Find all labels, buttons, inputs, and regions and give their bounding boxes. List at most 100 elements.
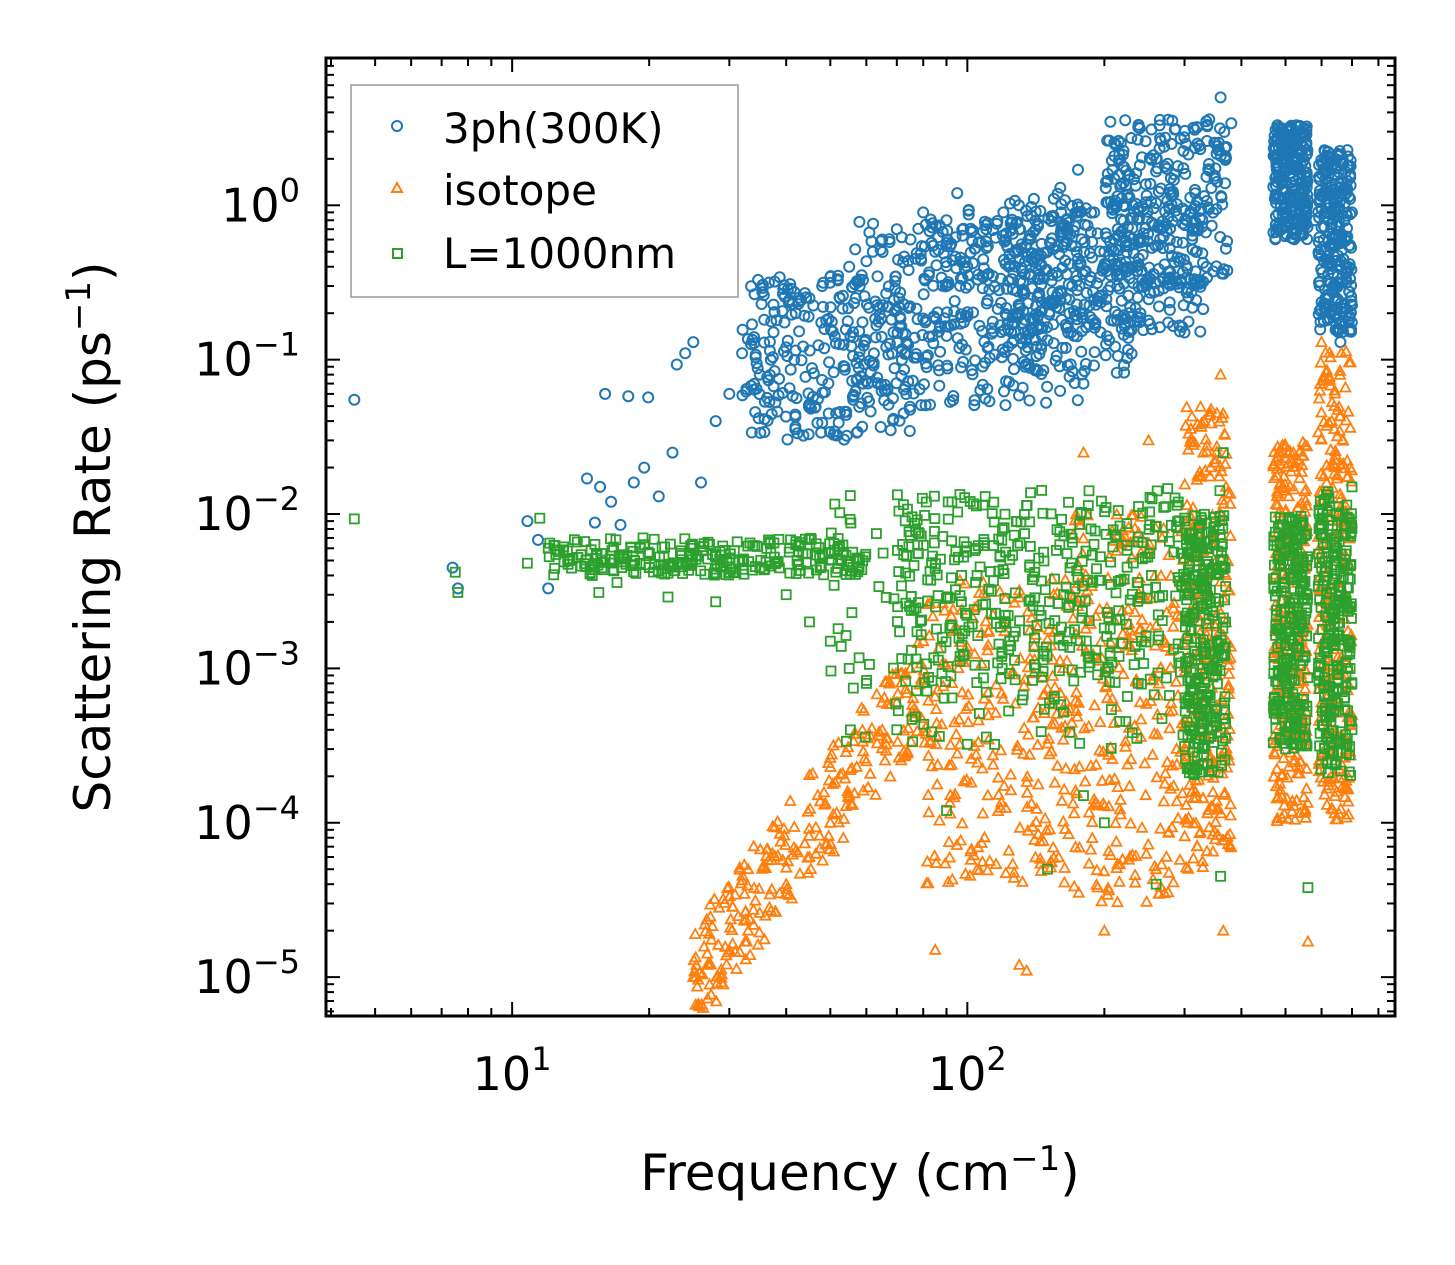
data-point-square [1279,581,1290,593]
data-point-circle [789,423,802,436]
data-point-triangle [981,708,995,721]
data-point-triangle [968,600,982,613]
data-point-circle [1029,363,1042,376]
data-point-triangle [1128,868,1142,880]
data-point-square [1179,621,1191,633]
data-point-triangle [1314,355,1328,368]
data-point-square [1290,513,1301,525]
data-point-square [1132,677,1144,689]
data-point-triangle [1209,815,1223,827]
data-point-circle [1216,198,1229,211]
data-point-circle [1340,207,1353,219]
data-point-triangle [1327,422,1341,434]
data-point-circle [897,256,910,269]
data-point-triangle [1029,815,1043,827]
data-point-circle [1209,162,1222,175]
data-point-circle [1145,153,1158,166]
data-point-triangle [1333,368,1347,380]
data-point-triangle [1213,459,1227,472]
data-point-circle [1196,220,1208,233]
data-point-triangle [1056,732,1070,745]
data-point-square [1220,581,1232,592]
data-point-circle [816,416,829,429]
data-point-square [981,731,992,743]
data-point-circle [849,243,862,256]
data-point-triangle [1178,477,1192,490]
data-point-square [1019,528,1030,539]
data-point-circle [812,339,825,352]
data-point-triangle [907,702,921,715]
data-point-circle [1163,279,1176,292]
data-point-triangle [849,727,863,739]
data-point-circle [1029,223,1042,236]
data-point-triangle [747,839,761,852]
data-point-triangle [1113,802,1127,815]
data-point-circle [1287,221,1300,234]
data-point-square [1106,637,1118,649]
data-point-square [1184,558,1195,569]
data-point-triangle [757,932,772,945]
data-point-square [861,675,873,686]
data-point-triangle [1220,760,1234,773]
data-point-triangle [1218,785,1232,798]
data-point-circle [954,279,967,292]
data-point-square [572,552,584,563]
data-point-triangle [751,937,765,950]
data-point-triangle [1187,816,1201,829]
data-point-triangle [1060,654,1074,666]
data-point-triangle [1333,364,1347,376]
data-point-triangle [700,912,714,925]
data-point-circle [1275,170,1288,183]
data-point-circle [1122,331,1135,344]
data-point-triangle [855,723,869,735]
data-point-triangle [1004,767,1018,780]
data-point-triangle [1267,471,1281,484]
data-point-square [717,557,729,568]
data-point-circle [789,408,802,421]
data-point-triangle [1340,782,1354,795]
data-point-square [898,549,910,561]
data-point-square [1012,540,1023,552]
data-point-triangle [1040,823,1054,836]
data-point-square [1289,594,1301,605]
data-point-square [843,559,854,570]
data-point-square [919,509,930,521]
data-point-square [1146,493,1158,505]
data-point-square [558,541,569,553]
data-point-triangle [700,946,714,959]
data-point-circle [1076,311,1089,324]
data-point-square [1158,501,1170,513]
data-point-triangle [1328,444,1342,457]
data-point-triangle [920,876,934,889]
data-point-square [1328,550,1340,562]
data-point-square [912,527,924,538]
data-point-circle [922,330,935,343]
data-point-square [1064,562,1076,574]
data-point-circle [1124,301,1137,314]
data-point-triangle [1206,785,1220,798]
data-point-circle [803,292,816,305]
data-point-circle [843,260,856,273]
data-point-triangle [1162,704,1176,717]
data-point-triangle [1085,815,1099,827]
data-point-triangle [944,608,958,621]
data-point-triangle [875,722,889,735]
data-point-triangle [1109,544,1124,556]
data-point-circle [1145,123,1158,136]
data-point-circle [902,254,915,267]
data-point-triangle [1084,759,1098,771]
data-point-circle [858,335,871,348]
data-point-circle [1165,198,1178,211]
data-point-circle [919,274,932,287]
data-point-circle [784,363,797,376]
data-point-triangle [1210,802,1224,815]
data-point-triangle [1135,612,1149,625]
data-point-triangle [938,856,952,869]
data-point-square [1082,500,1094,512]
data-point-circle [1343,159,1356,172]
data-point-triangle [826,807,840,820]
data-point-square [967,498,979,510]
data-point-circle [1066,280,1079,292]
data-point-square [1060,581,1072,593]
data-point-square [816,560,827,572]
